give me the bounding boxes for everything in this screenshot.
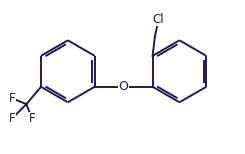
Text: F: F <box>29 112 35 125</box>
Text: Cl: Cl <box>153 13 164 26</box>
Text: O: O <box>119 80 129 93</box>
Text: F: F <box>9 92 15 105</box>
Text: F: F <box>9 112 15 125</box>
